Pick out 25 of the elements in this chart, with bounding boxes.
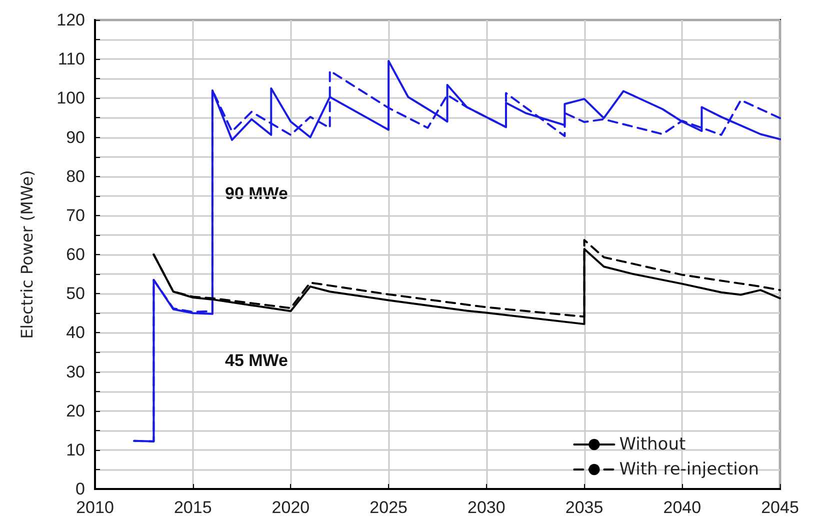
x-tick-label: 2025 (370, 498, 408, 517)
y-tick-label: 80 (66, 166, 85, 186)
annotation: 45 MWe (225, 351, 288, 370)
x-tick-label: 2030 (468, 498, 506, 517)
x-tick-label: 2020 (272, 498, 310, 517)
x-tick-label: 2040 (663, 498, 702, 517)
x-tick-label: 2010 (76, 498, 114, 517)
y-tick-label: 110 (58, 50, 85, 69)
y-tick-label: 10 (66, 440, 85, 460)
y-tick-label: 90 (66, 128, 85, 147)
x-tick-label: 2035 (565, 498, 604, 517)
y-tick-label: 70 (66, 206, 85, 225)
legend-label: With re-injection (619, 460, 760, 480)
x-tick-label: 2015 (174, 498, 212, 517)
legend-label: Without (619, 434, 686, 454)
y-axis-title: Electric Power (MWe) (18, 170, 36, 339)
y-tick-label: 50 (66, 284, 85, 304)
y-tick-label: 120 (56, 10, 85, 30)
y-tick-label: 0 (76, 480, 85, 498)
x-tick-label: 2045 (761, 498, 799, 517)
y-tick-label: 30 (66, 362, 85, 382)
y-tick-label: 20 (66, 401, 85, 420)
y-tick-label: 100 (56, 88, 85, 108)
y-tick-label: 60 (66, 245, 85, 264)
y-tick-label: 40 (66, 323, 85, 342)
